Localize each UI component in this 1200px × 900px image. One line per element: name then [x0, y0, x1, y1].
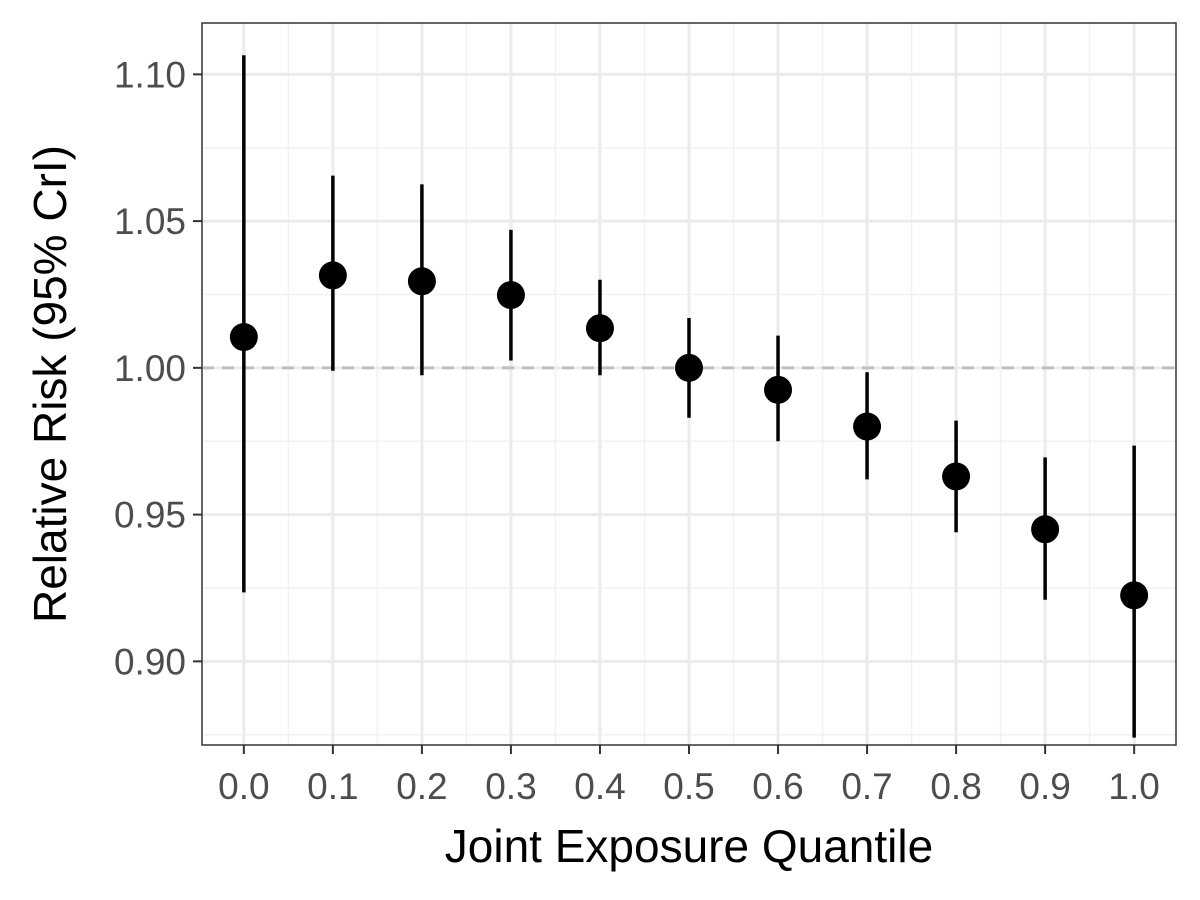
y-tick-label: 1.10 — [114, 54, 186, 95]
x-tick-label: 0.4 — [574, 766, 625, 807]
x-tick-label: 1.0 — [1108, 766, 1159, 807]
data-layer — [229, 55, 1149, 738]
x-tick-label: 0.0 — [218, 766, 269, 807]
y-tick-label: 0.95 — [114, 495, 186, 536]
y-tick-label: 1.05 — [114, 201, 186, 242]
grid — [202, 23, 1176, 745]
x-tick-label: 0.9 — [1019, 766, 1070, 807]
data-point — [1120, 581, 1149, 610]
data-point — [407, 267, 436, 296]
x-tick-label: 0.3 — [485, 766, 536, 807]
y-axis-title: Relative Risk (95% CrI) — [24, 145, 76, 623]
x-tick-label: 0.1 — [307, 766, 358, 807]
x-tick-label: 0.7 — [841, 766, 892, 807]
data-point — [853, 412, 882, 441]
data-point — [1031, 515, 1060, 544]
data-point — [585, 314, 614, 343]
data-point — [942, 462, 971, 491]
y-tick-label: 1.00 — [114, 348, 186, 389]
x-tick-label: 0.6 — [752, 766, 803, 807]
data-point — [675, 353, 703, 382]
data-point — [764, 375, 793, 404]
x-axis-title: Joint Exposure Quantile — [445, 820, 933, 872]
x-tick-label: 0.2 — [396, 766, 447, 807]
data-point — [229, 323, 258, 352]
axes: 0.90 0.95 1.00 1.05 1.10 0.0 0.1 0.2 0.3 0.4 0.5 0.… — [114, 54, 1160, 807]
data-point — [318, 261, 347, 290]
x-tick-label: 0.8 — [930, 766, 981, 807]
data-point — [496, 281, 525, 310]
x-tick-label: 0.5 — [663, 766, 714, 807]
y-tick-label: 0.90 — [114, 641, 186, 682]
